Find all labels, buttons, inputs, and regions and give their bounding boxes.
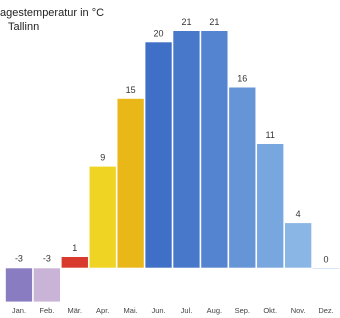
value-label: 15 xyxy=(126,85,136,95)
bar xyxy=(6,268,33,302)
x-tick-label: Dez. xyxy=(318,306,333,315)
value-label: 21 xyxy=(181,17,191,27)
x-tick-label: Jul. xyxy=(181,306,193,315)
bar xyxy=(33,268,60,302)
value-label: 9 xyxy=(100,153,105,163)
value-label: 16 xyxy=(237,74,247,84)
x-tick-label: Sep. xyxy=(235,306,250,315)
bar xyxy=(285,223,312,268)
bar xyxy=(201,31,228,268)
value-label: 11 xyxy=(266,130,275,140)
value-label: 21 xyxy=(209,17,219,27)
bar xyxy=(61,257,88,268)
x-tick-label: Feb. xyxy=(39,306,54,315)
value-label: 0 xyxy=(324,254,329,264)
x-tick-label: Mär. xyxy=(67,306,82,315)
bar xyxy=(229,87,256,268)
chart-subtitle: Tallinn xyxy=(8,21,39,33)
value-label: 4 xyxy=(296,209,301,219)
chart: agestemperatur in °C Tallinn -3 Jan. -3 Feb… xyxy=(0,0,340,318)
x-tick-label: Mai. xyxy=(124,306,138,315)
value-label: -3 xyxy=(43,253,51,263)
bar xyxy=(173,31,200,268)
bar xyxy=(313,268,340,269)
x-tick-label: Apr. xyxy=(96,306,109,315)
value-label: -3 xyxy=(15,253,23,263)
x-tick-label: Nov. xyxy=(291,306,306,315)
x-tick-label: Aug. xyxy=(207,306,222,315)
bar xyxy=(117,99,144,269)
bar xyxy=(145,42,172,268)
chart-title: agestemperatur in °C xyxy=(0,7,104,19)
value-label: 1 xyxy=(72,243,77,253)
x-tick-label: Jun. xyxy=(151,306,165,315)
bar xyxy=(89,166,116,268)
x-tick-label: Jan. xyxy=(12,306,26,315)
value-label: 20 xyxy=(154,28,164,38)
bar xyxy=(257,144,284,268)
x-tick-label: Okt. xyxy=(263,306,277,315)
